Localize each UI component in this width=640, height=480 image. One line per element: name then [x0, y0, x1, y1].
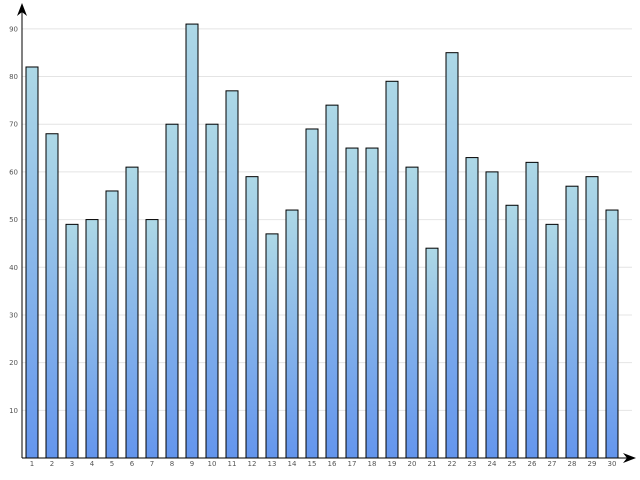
x-tick-label: 1	[30, 460, 34, 468]
x-tick-label: 5	[110, 460, 114, 468]
bar-13	[265, 233, 279, 459]
bar-2	[45, 133, 59, 459]
bar-25	[505, 204, 519, 459]
bar-15	[305, 128, 319, 459]
x-tick-label: 13	[268, 460, 277, 468]
bar-23	[465, 157, 479, 459]
bar-29	[585, 176, 599, 459]
y-tick-label: 40	[9, 264, 18, 272]
x-tick-label: 18	[368, 460, 377, 468]
bar-5	[105, 190, 119, 459]
x-axis-arrow	[623, 453, 636, 463]
bar-27	[545, 223, 559, 459]
axes	[17, 3, 636, 463]
x-tick-label: 6	[130, 460, 135, 468]
x-tick-label: 23	[468, 460, 477, 468]
x-tick-label: 21	[428, 460, 437, 468]
x-tick-label: 19	[388, 460, 397, 468]
y-tick-label: 10	[9, 407, 18, 415]
bar-9	[185, 23, 199, 459]
x-tick-label: 10	[208, 460, 217, 468]
x-tick-label: 12	[248, 460, 257, 468]
y-tick-label: 80	[9, 73, 18, 81]
bar-7	[145, 219, 159, 459]
bar-18	[365, 147, 379, 459]
bar-4	[85, 219, 99, 459]
x-tick-label: 3	[70, 460, 74, 468]
bar-16	[325, 104, 339, 459]
bars	[25, 23, 619, 459]
x-tick-label: 20	[408, 460, 417, 468]
bar-11	[225, 90, 239, 459]
x-tick-label: 27	[548, 460, 557, 468]
bar-14	[285, 209, 299, 459]
y-tick-label: 50	[9, 216, 18, 224]
bar-1	[25, 66, 39, 459]
bar-19	[385, 80, 399, 459]
x-tick-label: 30	[608, 460, 617, 468]
y-tick-label: 60	[9, 168, 18, 176]
bar-17	[345, 147, 359, 459]
bar-12	[245, 176, 259, 459]
bar-26	[525, 161, 539, 459]
y-tick-label: 30	[9, 311, 18, 319]
x-tick-label: 8	[170, 460, 174, 468]
x-tick-label: 17	[348, 460, 357, 468]
y-tick-label: 20	[9, 359, 18, 367]
bar-28	[565, 185, 579, 459]
x-tick-label: 16	[328, 460, 337, 468]
x-tick-label: 14	[288, 460, 297, 468]
x-tick-label: 28	[568, 460, 577, 468]
bar-10	[205, 123, 219, 459]
bar-8	[165, 123, 179, 459]
x-tick-label: 9	[190, 460, 194, 468]
y-tick-label: 90	[9, 25, 18, 33]
bar-22	[445, 52, 459, 459]
bar-20	[405, 166, 419, 459]
x-tick-label: 7	[150, 460, 154, 468]
x-tick-label: 25	[508, 460, 517, 468]
x-tick-label: 15	[308, 460, 317, 468]
x-tick-label: 2	[50, 460, 54, 468]
y-tick-label: 70	[9, 121, 18, 129]
bar-3	[65, 223, 79, 459]
x-tick-label: 29	[588, 460, 597, 468]
x-tick-label: 11	[228, 460, 237, 468]
x-tick-label: 4	[90, 460, 95, 468]
x-tick-label: 22	[448, 460, 457, 468]
x-tick-label: 26	[528, 460, 537, 468]
x-tick-label: 24	[488, 460, 497, 468]
y-axis-arrow	[17, 3, 27, 16]
bar-21	[425, 247, 439, 459]
bar-30	[605, 209, 619, 459]
bar-6	[125, 166, 139, 459]
bar-24	[485, 171, 499, 459]
